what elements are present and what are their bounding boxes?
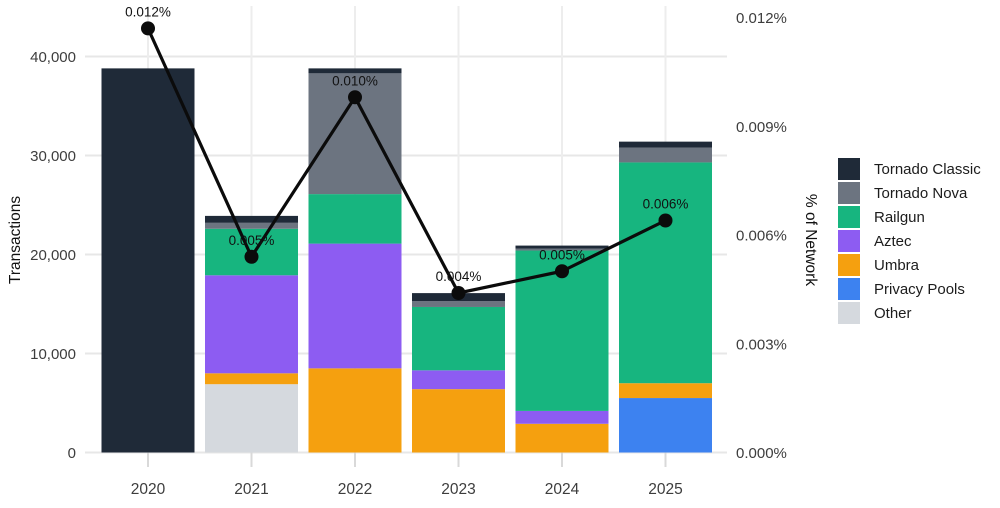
left-axis-tick-label: 30,000 xyxy=(30,148,76,165)
bar-segment-privacy-pools xyxy=(619,398,712,453)
legend-item-umbra: Umbra xyxy=(838,254,981,276)
legend-swatch xyxy=(838,302,860,324)
right-axis-tick-label: 0.009% xyxy=(736,119,787,136)
point-label: 0.004% xyxy=(436,269,482,284)
point-label: 0.005% xyxy=(539,247,585,262)
right-axis-tick-label: 0.000% xyxy=(736,445,787,462)
bar-segment-aztec xyxy=(412,370,505,390)
legend-swatch xyxy=(838,158,860,180)
line-point xyxy=(348,90,362,105)
bar-segment-tornado-nova xyxy=(205,222,298,229)
legend-label: Tornado Classic xyxy=(874,160,981,178)
right-axis-title: % of Network xyxy=(802,194,819,286)
legend: Tornado Classic Tornado Nova Railgun Aztec U… xyxy=(838,158,981,326)
bar-segment-tornado-nova xyxy=(412,301,505,307)
bar-segment-umbra xyxy=(205,373,298,385)
bar-segment-railgun xyxy=(619,162,712,384)
bar-segment-umbra xyxy=(308,368,402,453)
bar-segment-umbra xyxy=(515,423,609,453)
left-axis-tick-label: 40,000 xyxy=(30,49,76,66)
bar-segment-railgun xyxy=(412,306,505,371)
bar-segment-tornado-nova xyxy=(619,147,712,163)
legend-swatch xyxy=(838,182,860,204)
legend-label: Tornado Nova xyxy=(874,184,968,202)
x-axis-label: 2025 xyxy=(648,481,682,498)
bar-segment-tornado-classic xyxy=(515,245,609,249)
left-axis-tick-label: 0 xyxy=(68,445,76,462)
legend-swatch xyxy=(838,278,860,300)
legend-item-tornado-nova: Tornado Nova xyxy=(838,182,981,204)
bar-segment-tornado-classic xyxy=(308,68,402,74)
line-point xyxy=(451,286,466,300)
right-axis-tick-label: 0.003% xyxy=(736,336,787,353)
line-point xyxy=(658,213,673,228)
x-axis-label: 2021 xyxy=(234,481,268,498)
left-axis-tick-label: 10,000 xyxy=(30,346,76,363)
x-axis-label: 2020 xyxy=(131,481,166,498)
legend-swatch xyxy=(838,206,860,228)
right-axis-tick-label: 0.012% xyxy=(736,10,787,27)
bar-segment-aztec xyxy=(205,275,298,374)
legend-label: Railgun xyxy=(874,208,925,226)
bar-segment-umbra xyxy=(412,389,505,453)
bar-segment-tornado-classic xyxy=(205,215,298,223)
right-axis-tick-label: 0.006% xyxy=(736,228,787,245)
left-axis-tick-label: 20,000 xyxy=(30,247,76,264)
bar-segment-tornado-classic xyxy=(619,141,712,148)
bar-segment-tornado-nova xyxy=(515,248,609,251)
legend-item-privacy-pools: Privacy Pools xyxy=(838,278,981,300)
legend-item-railgun: Railgun xyxy=(838,206,981,228)
x-axis-label: 2024 xyxy=(545,481,580,498)
line-point xyxy=(555,264,569,279)
pct-network-line xyxy=(146,27,667,295)
bar-segment-umbra xyxy=(619,383,712,399)
bar-segment-aztec xyxy=(308,243,402,369)
point-label: 0.006% xyxy=(643,197,689,212)
point-label: 0.005% xyxy=(229,233,275,248)
legend-swatch xyxy=(838,230,860,252)
legend-label: Privacy Pools xyxy=(874,280,965,298)
left-axis-title: Transactions xyxy=(7,196,24,284)
bar-segment-railgun xyxy=(308,194,402,244)
point-label: 0.010% xyxy=(332,73,378,88)
legend-label: Other xyxy=(874,304,912,322)
bar-segment-tornado-classic xyxy=(101,68,195,453)
legend-item-aztec: Aztec xyxy=(838,230,981,252)
x-axis-label: 2022 xyxy=(338,481,372,498)
line-point xyxy=(244,249,259,264)
legend-swatch xyxy=(838,254,860,276)
legend-label: Umbra xyxy=(874,256,920,274)
legend-item-other: Other xyxy=(838,302,981,324)
point-label: 0.012% xyxy=(125,4,171,19)
line-point xyxy=(141,21,155,36)
bar-segment-other xyxy=(205,384,298,453)
legend-item-tornado-classic: Tornado Classic xyxy=(838,158,981,180)
legend-label: Aztec xyxy=(874,232,912,250)
x-axis-label: 2023 xyxy=(441,481,475,498)
bar-segment-aztec xyxy=(515,410,609,424)
